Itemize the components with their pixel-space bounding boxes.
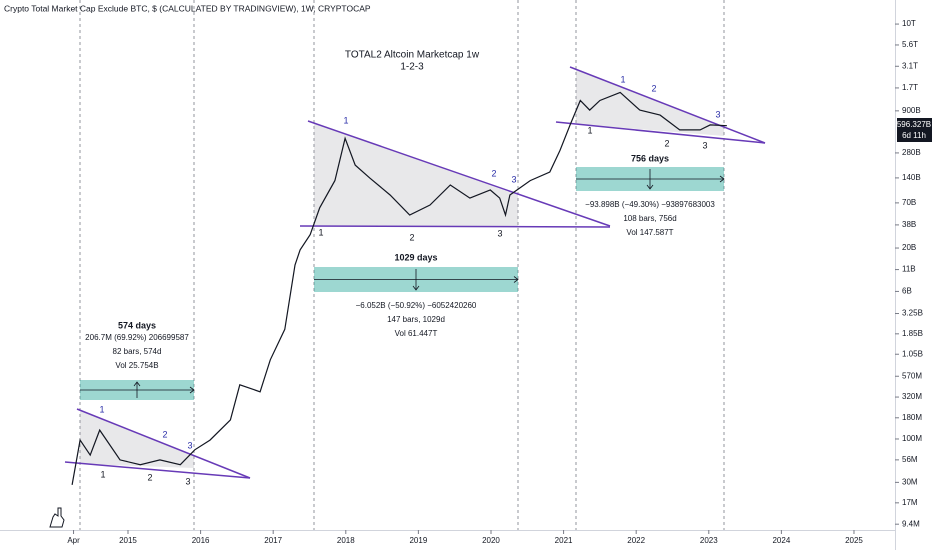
measure-detail: 82 bars, 574d bbox=[113, 347, 162, 356]
wave-label: 3 bbox=[511, 174, 516, 184]
y-tick-label: 70B bbox=[902, 198, 916, 207]
trend-line bbox=[555, 121, 766, 144]
trend-line bbox=[76, 408, 251, 479]
last-price-label: 596.327B bbox=[897, 120, 931, 129]
triangle-shade bbox=[576, 70, 724, 136]
measure-detail: 108 bars, 756d bbox=[623, 214, 676, 223]
wave-label: 1 bbox=[620, 74, 625, 84]
x-tick-label: 2024 bbox=[772, 536, 790, 545]
wave-label: 2 bbox=[651, 83, 656, 93]
measure-arrowhead bbox=[189, 386, 195, 394]
y-tick-label: 1.85B bbox=[902, 329, 923, 338]
x-tick-label: 2015 bbox=[119, 536, 137, 545]
x-tick-label: 2021 bbox=[555, 536, 573, 545]
y-tick-label: 10T bbox=[902, 19, 916, 28]
y-tick-label: 900B bbox=[902, 106, 921, 115]
y-tick-label: 56M bbox=[902, 455, 918, 464]
chart-header: Crypto Total Market Cap Exclude BTC, $ (… bbox=[4, 3, 371, 13]
x-tick-label: 2025 bbox=[845, 536, 863, 545]
measure-detail: Vol 147.587T bbox=[626, 228, 673, 237]
wave-label: 3 bbox=[715, 109, 720, 119]
plot: 574 days 206.7M (69.92%) 206699587 82 bars… bbox=[64, 0, 923, 545]
measure-arrowhead bbox=[513, 276, 519, 283]
y-tick-label: 20B bbox=[902, 243, 916, 252]
y-tick-label: 100M bbox=[902, 434, 922, 443]
y-tick-label: 3.25B bbox=[902, 309, 923, 318]
y-tick-label: 570M bbox=[902, 371, 922, 380]
triangle-shade bbox=[80, 410, 194, 468]
trend-line bbox=[307, 120, 611, 227]
trend-line bbox=[299, 225, 611, 228]
countdown-label: 6d 11h bbox=[902, 131, 926, 140]
y-tick-label: 1.05B bbox=[902, 349, 923, 358]
y-tick-label: 180M bbox=[902, 413, 922, 422]
wave-label: 2 bbox=[491, 168, 496, 178]
last-price-box bbox=[897, 118, 932, 142]
wave-label: 1 bbox=[99, 404, 104, 414]
measure-detail: 147 bars, 1029d bbox=[387, 315, 445, 324]
x-tick-label: 2016 bbox=[192, 536, 210, 545]
y-tick-label: 3.1T bbox=[902, 61, 918, 70]
x-tick-label: 2019 bbox=[409, 536, 427, 545]
wave-label: 1 bbox=[587, 125, 592, 135]
measure-detail: Vol 61.447T bbox=[395, 329, 438, 338]
y-tick-label: 280B bbox=[902, 148, 921, 157]
wave-label: 2 bbox=[664, 138, 669, 148]
trend-line bbox=[64, 461, 251, 479]
trend-line bbox=[569, 66, 766, 144]
wave-label: 3 bbox=[497, 228, 502, 238]
measure-detail: 206.7M (69.92%) 206699587 bbox=[85, 333, 189, 342]
wave-label: 1 bbox=[343, 115, 348, 125]
x-tick-label: 2018 bbox=[337, 536, 355, 545]
measure-title: 1029 days bbox=[394, 252, 437, 262]
y-tick-label: 6B bbox=[902, 287, 912, 296]
y-tick-label: 1.7T bbox=[902, 83, 918, 92]
y-tick-label: 38B bbox=[902, 220, 916, 229]
y-tick-label: 5.6T bbox=[902, 40, 918, 49]
measure-detail: −6.052B (−50.92%) −6052420260 bbox=[356, 301, 477, 310]
x-tick-label: 2022 bbox=[627, 536, 645, 545]
y-tick-label: 140B bbox=[902, 173, 921, 182]
measure-arrowhead bbox=[646, 184, 654, 190]
wave-label: 2 bbox=[162, 429, 167, 439]
wave-label: 2 bbox=[409, 232, 414, 242]
y-tick-label: 17M bbox=[902, 498, 918, 507]
y-tick-label: 11B bbox=[902, 265, 916, 274]
measure-title: 574 days bbox=[118, 320, 156, 330]
wave-label: 1 bbox=[318, 227, 323, 237]
measure-detail: −93.898B (−49.30%) −93897683003 bbox=[585, 200, 715, 209]
wave-label: 3 bbox=[187, 440, 192, 450]
wave-label: 3 bbox=[185, 476, 190, 486]
y-tick-label: 30M bbox=[902, 477, 918, 486]
measure-arrowhead bbox=[412, 285, 420, 291]
x-tick-label: 2017 bbox=[264, 536, 282, 545]
price-line bbox=[71, 91, 727, 486]
wave-label: 2 bbox=[147, 472, 152, 482]
annotation-title: TOTAL2 Altcoin Marketcap 1w bbox=[345, 50, 480, 61]
wave-label: 1 bbox=[100, 469, 105, 479]
logo bbox=[49, 507, 65, 528]
x-tick-label: Apr bbox=[67, 536, 80, 545]
wave-label: 3 bbox=[702, 140, 707, 150]
measure-detail: Vol 25.754B bbox=[115, 361, 158, 370]
measure-title: 756 days bbox=[631, 153, 669, 163]
x-tick-label: 2020 bbox=[482, 536, 500, 545]
y-tick-label: 9.4M bbox=[902, 519, 920, 528]
x-tick-label: 2023 bbox=[700, 536, 718, 545]
measure-arrowhead bbox=[719, 175, 725, 183]
y-tick-label: 320M bbox=[902, 392, 922, 401]
triangle-shade bbox=[314, 123, 518, 227]
annotation-subtitle: 1-2-3 bbox=[400, 62, 424, 73]
measure-arrowhead bbox=[133, 381, 141, 387]
